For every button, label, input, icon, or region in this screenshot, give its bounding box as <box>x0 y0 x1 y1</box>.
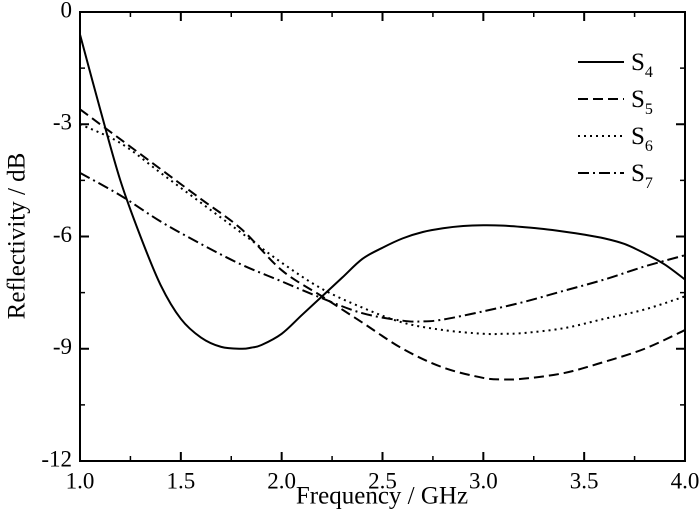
legend-label-base: S <box>631 123 645 150</box>
series-line-s4 <box>79 34 686 350</box>
legend-label-base: S <box>631 49 645 76</box>
y-tick-label: -6 <box>53 222 72 247</box>
x-tick-label: 3.0 <box>469 468 498 493</box>
legend-label-s6: S6 <box>631 123 653 155</box>
x-tick-label: 2.5 <box>368 468 397 493</box>
legend-label-s7: S7 <box>631 160 653 192</box>
legend-label-s4: S4 <box>631 49 653 81</box>
series-layer <box>79 34 686 381</box>
y-tick-label: -12 <box>41 446 72 471</box>
y-axis-title: Reflectivity / dB <box>4 153 31 320</box>
x-tick-label: 2.0 <box>267 468 296 493</box>
legend-label-subscript: 7 <box>645 175 653 192</box>
tick-layer: 1.0 1.5 2.0 2.5 3.0 3.5 4.0 0 -3 -6 -9 -12 <box>41 0 699 493</box>
x-axis-title: Frequency / GHz <box>296 483 468 510</box>
x-tick-label: 1.5 <box>166 468 195 493</box>
series-line-s5 <box>79 108 686 381</box>
x-tick-label: 1.0 <box>66 468 95 493</box>
x-tick-label: 3.5 <box>570 468 599 493</box>
y-tick-label: 0 <box>61 0 73 22</box>
series-line-s7 <box>79 172 686 323</box>
legend-label-s5: S5 <box>631 86 653 118</box>
y-tick-label: -9 <box>53 334 72 359</box>
legend-label-subscript: 4 <box>645 64 653 81</box>
x-tick-label: 4.0 <box>671 468 700 493</box>
legend-label-base: S <box>631 86 645 113</box>
y-tick-label: -3 <box>53 110 72 135</box>
legend-label-base: S <box>631 160 645 187</box>
legend-label-subscript: 6 <box>645 138 653 155</box>
legend-label-subscript: 5 <box>645 101 653 118</box>
